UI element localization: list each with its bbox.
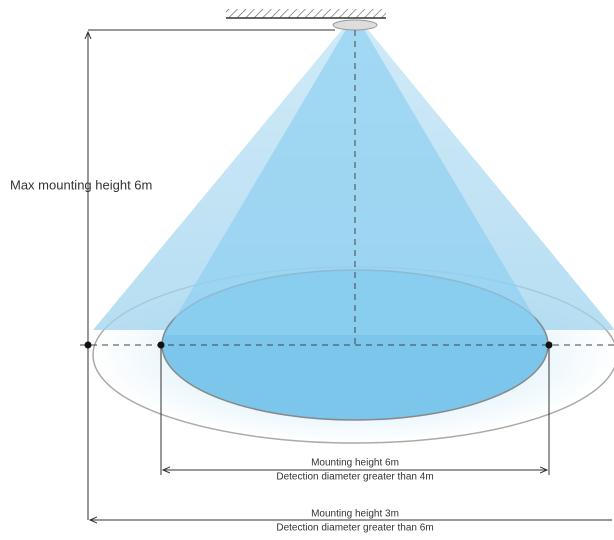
scene [80,9,614,520]
max-height-label: Max mounting height 6m [10,177,152,192]
inner-height-label: Mounting height 6m [311,458,399,469]
sensor [332,19,378,31]
ceiling-hatch [226,9,386,18]
inner-cone [165,26,545,335]
dot [84,341,92,349]
outer-height-label: Mounting height 3m [311,509,399,520]
dot [157,341,165,349]
outer-diameter-label: Detection diameter greater than 6m [276,523,433,534]
inner-diameter-label: Detection diameter greater than 4m [276,472,433,483]
dot [545,341,553,349]
